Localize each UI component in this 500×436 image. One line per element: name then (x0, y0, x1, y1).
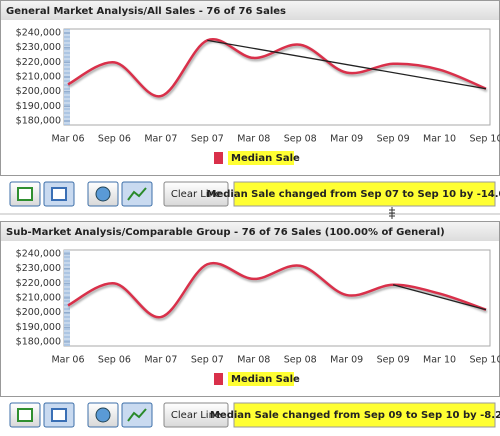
y-tick-label: $180,000 (16, 116, 61, 127)
toolbar-button[interactable] (9, 402, 41, 428)
y-tick-label: $200,000 (16, 307, 61, 318)
panel-title: Sub-Market Analysis/Comparable Group - 7… (6, 227, 445, 238)
x-tick-label: Sep 08 (284, 134, 317, 145)
y-tick-label: $220,000 (16, 278, 61, 289)
y-tick-label: $210,000 (16, 72, 61, 83)
x-tick-label: Mar 06 (51, 134, 84, 145)
button-face (163, 402, 229, 428)
panel-header (1, 1, 499, 20)
toolbar-button[interactable] (43, 402, 75, 428)
y-tick-label: $240,000 (16, 28, 61, 39)
legend-highlight (228, 372, 294, 386)
y-tick-label: $210,000 (16, 293, 61, 304)
x-tick-label: Mar 06 (51, 355, 84, 366)
x-tick-label: Sep 09 (377, 355, 410, 366)
button-icon (17, 187, 33, 201)
legend-highlight (228, 151, 294, 165)
x-tick-label: Mar 08 (237, 355, 270, 366)
y-tick-label: $220,000 (16, 57, 61, 68)
button-icon (95, 407, 111, 423)
toolbar-button[interactable] (9, 181, 41, 207)
legend-label: Median Sale (231, 153, 300, 164)
legend-swatch (214, 373, 223, 385)
x-tick-label: Mar 08 (237, 134, 270, 145)
x-tick-label: Sep 07 (191, 355, 224, 366)
x-tick-label: Sep 10 (469, 355, 500, 366)
clear-line-button[interactable]: Clear Line (163, 181, 229, 207)
toolbar-button[interactable] (121, 181, 153, 207)
x-tick-label: Sep 08 (284, 355, 317, 366)
status-text: Median Sale changed from Sep 09 to Sep 1… (210, 410, 500, 421)
panel-header (1, 222, 499, 241)
button-icon (127, 408, 147, 422)
y-tick-label: $190,000 (16, 101, 61, 112)
x-tick-label: Mar 09 (330, 134, 363, 145)
button-icon (95, 186, 111, 202)
x-tick-label: Mar 09 (330, 355, 363, 366)
y-tick-label: $240,000 (16, 249, 61, 260)
x-tick-label: Sep 06 (98, 134, 131, 145)
status-box (233, 181, 496, 207)
button-label: Clear Line (171, 410, 221, 421)
trend-line (392, 284, 487, 311)
toolbar-button[interactable] (121, 402, 153, 428)
button-icon (17, 408, 33, 422)
y-tick-label: $230,000 (16, 42, 61, 53)
x-tick-label: Sep 06 (98, 355, 131, 366)
x-tick-label: Sep 07 (191, 134, 224, 145)
chart-panel: Sub-Market Analysis/Comparable Group - 7… (0, 221, 500, 397)
x-tick-label: Mar 07 (144, 134, 177, 145)
button-icon (51, 408, 67, 422)
clear-line-button[interactable]: Clear Line (163, 402, 229, 428)
legend-swatch (214, 152, 223, 164)
button-label: Clear Line (171, 189, 221, 200)
button-icon (127, 187, 147, 201)
x-tick-label: Sep 10 (469, 134, 500, 145)
status-box (233, 402, 496, 428)
y-tick-label: $190,000 (16, 322, 61, 333)
plot-area (63, 28, 491, 126)
x-tick-label: Mar 10 (423, 355, 456, 366)
y-tick-label: $180,000 (16, 337, 61, 348)
y-tick-label: $200,000 (16, 86, 61, 97)
x-tick-label: Mar 07 (144, 355, 177, 366)
sales-line (67, 261, 487, 319)
toolbar-button[interactable] (87, 402, 119, 428)
toolbar-button[interactable] (43, 181, 75, 207)
trend-line (207, 39, 487, 90)
panel-title: General Market Analysis/All Sales - 76 o… (6, 6, 286, 17)
legend-label: Median Sale (231, 374, 300, 385)
status-text: Median Sale changed from Sep 07 to Sep 1… (207, 189, 500, 200)
y-tick-label: $230,000 (16, 263, 61, 274)
x-tick-label: Sep 09 (377, 134, 410, 145)
plot-area (63, 249, 491, 347)
sales-line (67, 38, 487, 98)
chart-panel: General Market Analysis/All Sales - 76 o… (0, 0, 500, 176)
button-face (163, 181, 229, 207)
splitter[interactable] (0, 207, 500, 219)
button-icon (51, 187, 67, 201)
x-tick-label: Mar 10 (423, 134, 456, 145)
toolbar-button[interactable] (87, 181, 119, 207)
